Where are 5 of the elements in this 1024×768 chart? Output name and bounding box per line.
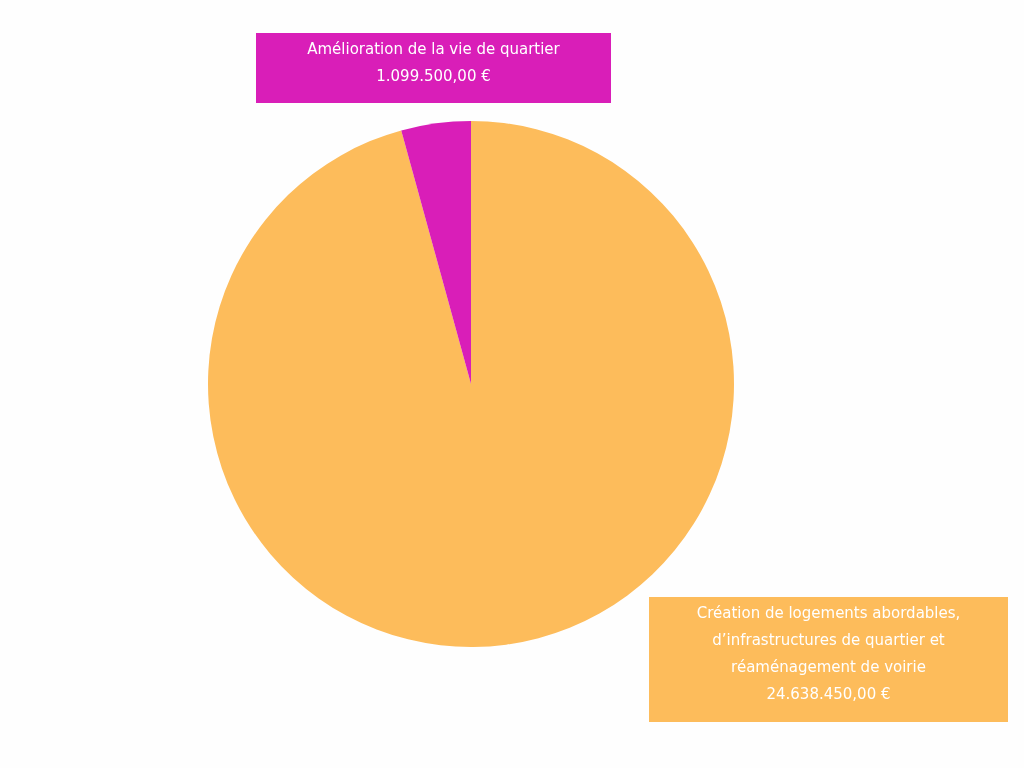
pie-slice [401,121,471,384]
slice-label: Création de logements abordables, d’infrastructures de quartier et réaménagement de voirie [696,604,961,676]
data-label: 1.099.500,00 € [376,67,491,85]
slice-label: Amélioration de la vie de quartier [307,40,561,58]
data-label: 24.638.450,00 € [766,685,891,703]
